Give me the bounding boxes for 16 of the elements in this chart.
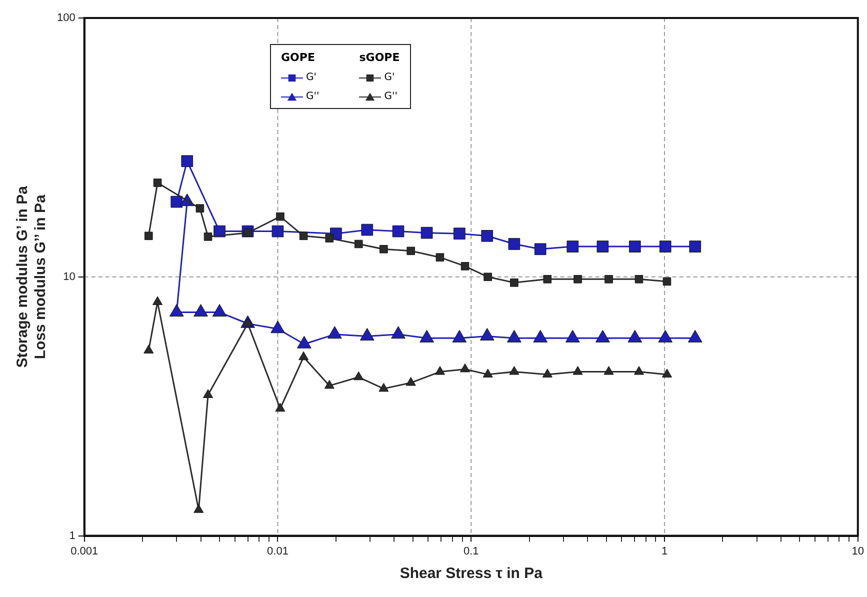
x-tick-label: 10: [852, 545, 864, 558]
x-tick-label: 0.01: [267, 545, 288, 558]
x-tick-label: 0.1: [463, 545, 479, 558]
legend-label: G': [306, 72, 316, 83]
y-tick-label: 100: [56, 12, 76, 24]
x-axis-title: Shear Stress τ in Pa: [400, 565, 544, 582]
y-axis-title: Storage modulus G’ in Pa Loss modulus G’’ in Pa: [14, 185, 50, 368]
legend-label: G': [384, 72, 395, 83]
annotation: GOPE: [281, 51, 316, 64]
legend-label: G'': [384, 91, 398, 102]
y-tick-label: 1: [69, 530, 76, 542]
legend-label: G'': [306, 91, 320, 102]
x-tick-label: 0.001: [70, 545, 98, 558]
annotation: sGOPE: [359, 51, 400, 64]
x-tick-label: 1: [661, 545, 668, 558]
y-tick-label: 10: [63, 270, 76, 283]
